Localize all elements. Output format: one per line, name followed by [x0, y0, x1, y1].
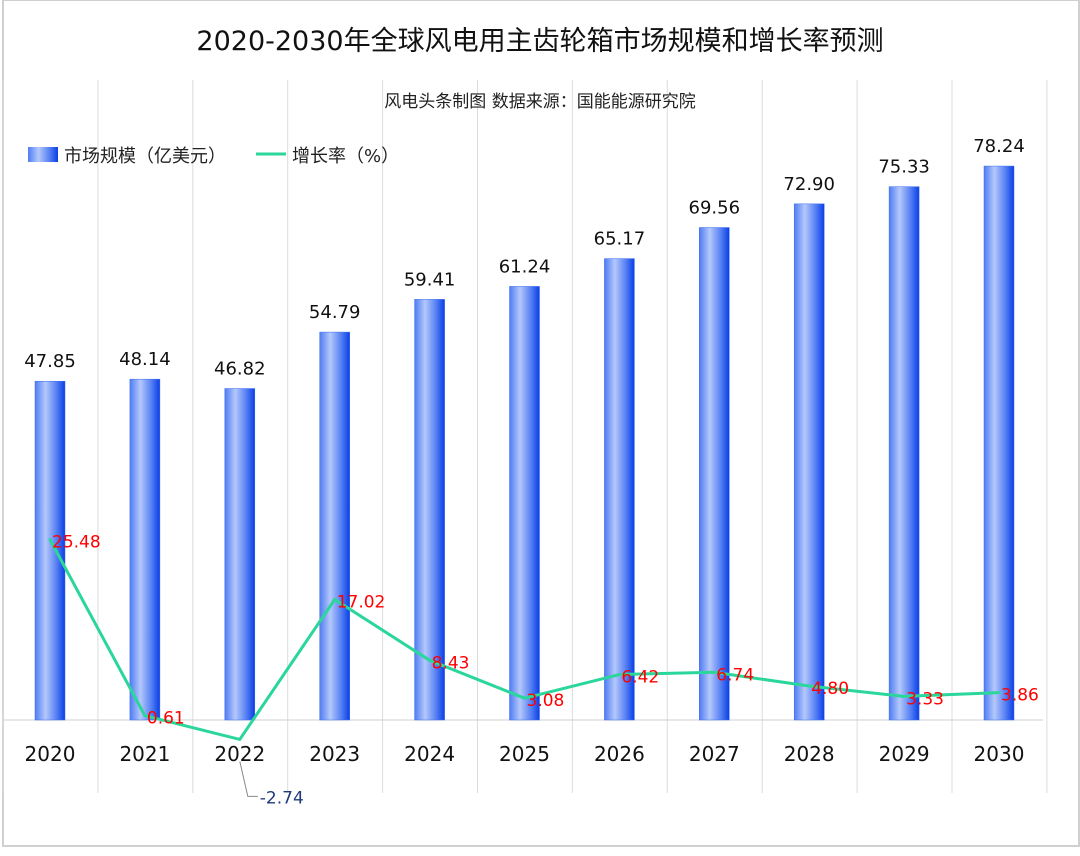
bar-value-label: 78.24: [973, 136, 1025, 157]
rate-value-label: 6.42: [621, 668, 659, 688]
legend-line-label: 增长率（%）: [292, 146, 399, 167]
x-tick-label: 2023: [309, 742, 360, 766]
rate-value-label: 8.43: [432, 653, 470, 673]
growth-rate-point: [523, 696, 526, 700]
rate-value-label: 6.74: [716, 665, 754, 685]
bar-2020: [34, 380, 66, 721]
growth-rate-point: [428, 658, 432, 662]
chart-subtitle: 风电头条制图 数据来源：国能能源研究院: [384, 92, 695, 112]
legend-bar-label: 市场规模（亿美元）: [64, 146, 226, 167]
x-tick-label: 2030: [974, 742, 1025, 766]
x-tick-label: 2025: [499, 742, 550, 766]
bar-2028: [793, 203, 825, 721]
bar-value-label: 59.41: [404, 269, 456, 290]
bar-2026: [604, 258, 635, 721]
growth-rate-point: [617, 673, 621, 677]
x-tick-label: 2024: [404, 742, 455, 766]
rate-value-label: 3.33: [906, 689, 944, 709]
growth-rate-point: [48, 538, 52, 542]
bar-value-label: 65.17: [594, 229, 646, 250]
growth-rate-point: [712, 670, 716, 674]
bar-value-label: 48.14: [119, 349, 171, 370]
bar-2027: [699, 227, 730, 721]
bar-value-label: 46.82: [214, 359, 266, 380]
legend-bar-swatch: [28, 147, 58, 162]
growth-rate-point: [238, 737, 242, 741]
bar-2022: [224, 388, 256, 721]
chart-title: 2020-2030年全球风电用主齿轮箱市场规模和增长率预测: [196, 26, 883, 57]
x-tick-label: 2027: [689, 742, 740, 766]
bar-2024: [414, 299, 445, 721]
bar-2021: [129, 378, 161, 721]
x-tick-label: 2021: [119, 742, 170, 766]
bar-value-label: 69.56: [689, 198, 741, 219]
rate-value-label: 25.48: [52, 533, 101, 553]
rate-value-label: 4.80: [811, 679, 849, 699]
bar-value-label: 72.90: [783, 174, 835, 195]
rate-value-label: 0.61: [147, 709, 185, 729]
bar-2030: [983, 165, 1015, 721]
bar-value-label: 54.79: [309, 302, 361, 323]
bar-value-label: 75.33: [878, 157, 930, 178]
growth-rate-point: [902, 694, 906, 698]
label-leader-line: [239, 761, 258, 797]
bar-2023: [319, 331, 350, 721]
growth-rate-point: [143, 714, 147, 718]
bar-2029: [888, 186, 920, 721]
x-tick-label: 2028: [784, 742, 835, 766]
growth-rate-point: [333, 597, 337, 601]
legend: 市场规模（亿美元） 增长率（%）: [28, 146, 399, 167]
rate-value-label: 3.86: [1001, 686, 1039, 706]
rate-value-label: -2.74: [260, 788, 304, 808]
bar-value-label: 61.24: [499, 256, 551, 277]
bar-value-label: 47.85: [24, 351, 76, 372]
x-tick-label: 2026: [594, 742, 645, 766]
bar-2025: [509, 286, 540, 721]
rate-value-label: 17.02: [337, 592, 386, 612]
growth-rate-point: [997, 691, 1001, 695]
x-tick-label: 2020: [25, 742, 76, 766]
rate-value-label: 3.08: [527, 691, 565, 711]
x-tick-label: 2029: [879, 742, 930, 766]
growth-rate-point: [807, 684, 811, 688]
